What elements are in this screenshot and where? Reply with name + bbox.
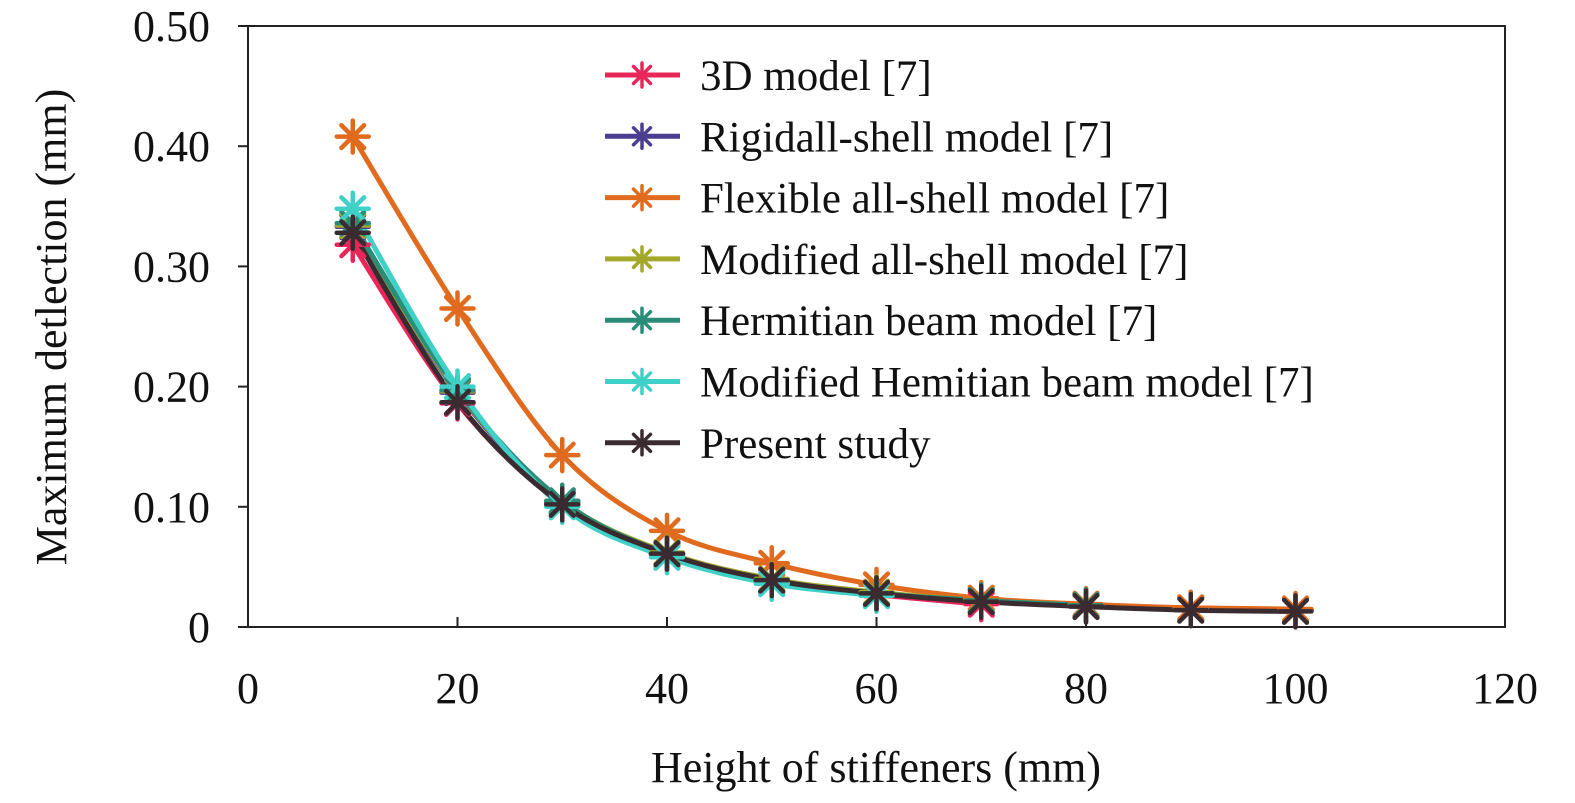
legend-item: Modified all-shell model [7] <box>605 237 1188 284</box>
x-tick-label: 100 <box>1263 664 1329 713</box>
legend-item: Hermitian beam model [7] <box>605 298 1157 345</box>
legend-item: Present study <box>605 421 931 468</box>
x-tick-label: 40 <box>645 664 689 713</box>
legend-item: Flexible all-shell model [7] <box>605 176 1169 223</box>
legend-label: Flexible all-shell model [7] <box>700 176 1169 223</box>
y-tick-label: 0.50 <box>133 2 210 51</box>
legend-label: Modified Hemitian beam model [7] <box>700 360 1314 407</box>
x-axis-title: Height of stiffeners (mm) <box>651 743 1101 792</box>
legend-label: Present study <box>700 421 931 468</box>
data-point <box>1067 588 1105 625</box>
legend-label: Modified all-shell model [7] <box>700 237 1188 284</box>
legend-marker <box>628 61 656 89</box>
data-point <box>648 535 686 572</box>
legend-marker <box>628 367 656 396</box>
data-point <box>334 118 371 155</box>
y-axis-title: Maximum detlection (mm) <box>27 89 76 566</box>
legend: 3D model [7] Rigidall-shell model [7] Flex… <box>605 53 1314 468</box>
data-point <box>544 436 581 474</box>
data-point <box>439 290 476 327</box>
y-tick-label: 0.30 <box>133 242 210 291</box>
x-tick-label: 80 <box>1064 664 1108 713</box>
legend-label: 3D model [7] <box>700 53 932 100</box>
series-line-6 <box>350 231 1296 614</box>
x-tick-label: 0 <box>237 664 259 713</box>
series-markers <box>334 118 1314 630</box>
y-tick-label: 0 <box>188 603 210 652</box>
legend-marker <box>628 122 656 151</box>
y-tick-label: 0.10 <box>133 483 210 532</box>
x-tick-label: 60 <box>855 664 899 713</box>
axis-ticks: 0 20 40 60 80 100 120 0 0.10 0.20 0.30 0.40 0.50 <box>133 2 1538 713</box>
legend-marker <box>628 429 656 457</box>
data-point <box>858 575 895 612</box>
data-point <box>1277 593 1314 630</box>
x-tick-label: 120 <box>1472 664 1538 713</box>
legend-label: Rigidall-shell model [7] <box>700 114 1113 161</box>
data-point <box>439 383 476 421</box>
x-tick-label: 20 <box>436 664 480 713</box>
legend-marker <box>628 245 656 273</box>
legend-item: Modified Hemitian beam model [7] <box>605 360 1314 407</box>
legend-item: 3D model [7] <box>605 53 932 100</box>
data-point <box>753 561 790 599</box>
data-point <box>1172 591 1209 629</box>
legend-label: Hermitian beam model [7] <box>700 298 1157 345</box>
legend-marker <box>628 183 656 212</box>
legend-item: Rigidall-shell model [7] <box>605 114 1113 161</box>
data-point <box>963 583 1000 621</box>
series-line-1 <box>350 225 1296 613</box>
y-tick-label: 0.20 <box>133 363 210 412</box>
data-point <box>544 486 581 523</box>
y-tick-label: 0.40 <box>133 122 210 171</box>
data-point <box>334 214 371 251</box>
legend-marker <box>628 306 656 334</box>
